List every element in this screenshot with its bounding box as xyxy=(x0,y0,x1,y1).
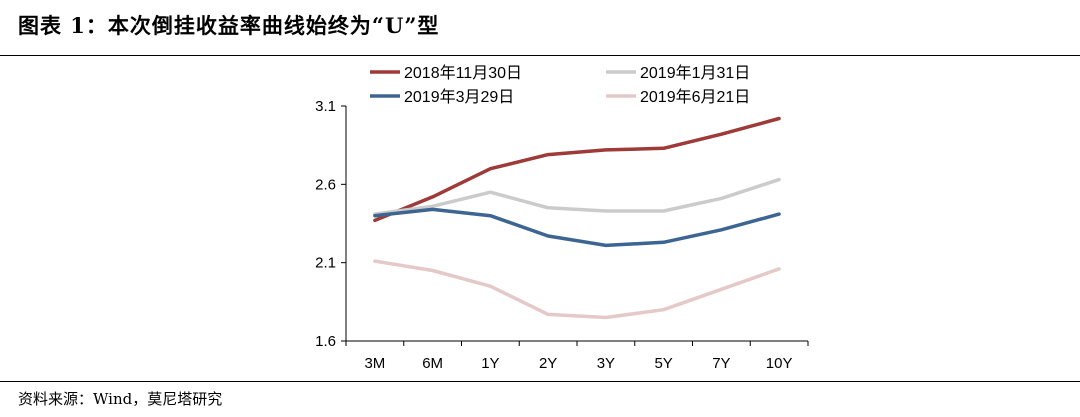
y-tick-label: 1.6 xyxy=(315,333,336,350)
x-tick-label: 6M xyxy=(422,355,443,372)
y-tick-label: 2.6 xyxy=(315,176,336,193)
x-tick-label: 3M xyxy=(364,355,385,372)
legend-label: 2019年1月31日 xyxy=(640,64,750,82)
series-line-1 xyxy=(373,116,781,223)
x-tick-label: 3Y xyxy=(597,355,615,372)
chart-axes: 3.1 2.6 2.1 1.6 3M 6M 1Y 2Y 3Y 5Y 7Y 10Y xyxy=(315,98,809,372)
legend-label: 2019年3月29日 xyxy=(404,88,514,106)
x-tick-label: 1Y xyxy=(481,355,499,372)
y-tick-label: 2.1 xyxy=(315,255,336,272)
x-tick-label: 10Y xyxy=(766,355,793,372)
y-tick-label: 3.1 xyxy=(315,98,336,115)
series-line-2 xyxy=(373,177,781,216)
source-divider xyxy=(0,381,1080,382)
x-tick-label: 2Y xyxy=(539,355,557,372)
chart-series-lines xyxy=(373,116,781,320)
chart-legend: 2018年11月30日 2019年1月31日 2019年3月29日 2019年6月21… xyxy=(370,64,750,106)
source-note: 资料来源：Wind，莫尼塔研究 xyxy=(18,390,223,408)
legend-label: 2019年6月21日 xyxy=(640,88,750,106)
series-line-3 xyxy=(373,207,781,248)
x-tick-label: 7Y xyxy=(712,355,730,372)
series-line-4 xyxy=(373,259,781,320)
title-divider xyxy=(0,55,1080,56)
page-title: 图表 1：本次倒挂收益率曲线始终为“U”型 xyxy=(18,13,440,38)
x-tick-label: 5Y xyxy=(654,355,672,372)
legend-label: 2018年11月30日 xyxy=(404,64,522,82)
